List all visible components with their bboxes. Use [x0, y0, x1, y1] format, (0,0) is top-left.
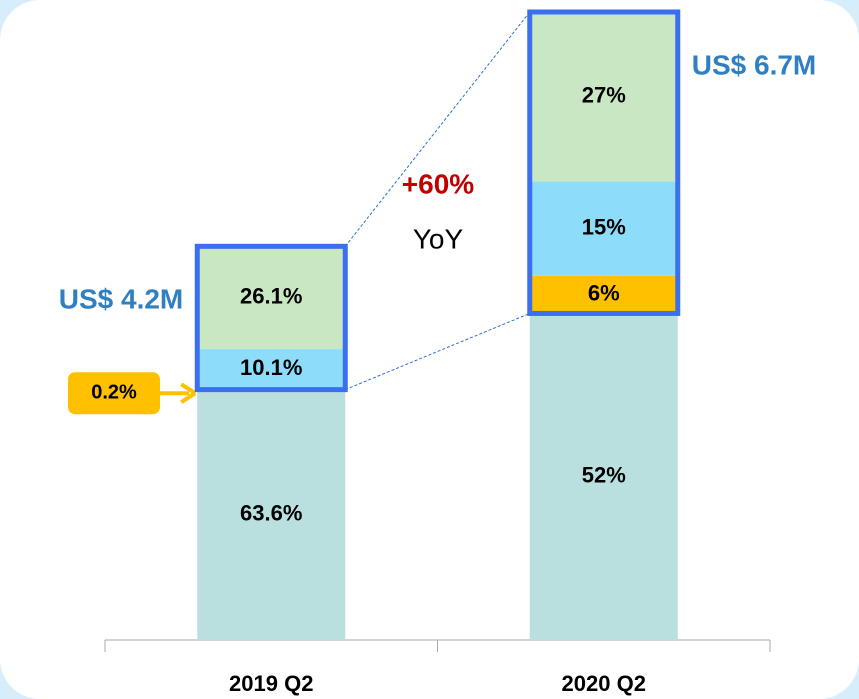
x-tick-label: 2019 Q2 [229, 671, 313, 696]
callout [68, 372, 160, 415]
value-label: 0.2% [91, 382, 137, 404]
value-label: 15% [582, 214, 626, 239]
callout-arrowhead [180, 382, 197, 404]
value-label: 63.6% [240, 501, 302, 526]
bar-segment [197, 246, 346, 350]
bar-segment [529, 313, 678, 640]
growth-note: YoY [413, 223, 464, 254]
bar-segment [529, 181, 678, 276]
total-label: US$ 4.2M [59, 284, 184, 315]
highlight-box [527, 9, 681, 316]
bar-segment [529, 12, 678, 182]
bar-segment [197, 389, 346, 640]
x-tick-label: 2020 Q2 [562, 671, 646, 696]
value-label: 10.1% [240, 355, 302, 380]
bar-segment [197, 349, 346, 389]
value-label: 52% [582, 463, 626, 488]
total-label: US$ 6.7M [692, 49, 817, 80]
value-label: 6% [588, 280, 620, 305]
value-label: 26.1% [240, 284, 302, 309]
value-label: 27% [582, 83, 626, 108]
bar-segment [529, 275, 678, 314]
connector [345, 312, 530, 391]
growth-annotation: +60% [402, 168, 474, 199]
highlight-box [194, 243, 348, 393]
